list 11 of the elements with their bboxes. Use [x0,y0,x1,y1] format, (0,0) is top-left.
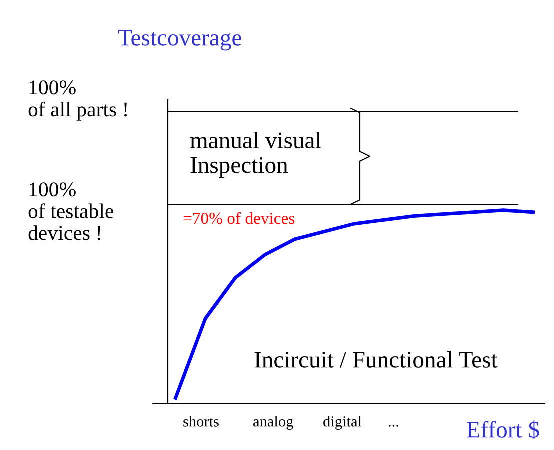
x-axis-title: Effort $ [467,420,540,440]
text: manual visual Inspection [190,132,322,178]
text: ... [389,425,398,427]
ref-line-label: 100% of all parts ! [28,80,127,121]
text: analog [254,416,294,430]
text: digital [324,416,362,430]
annotation: Incircuit / Functional Test [254,351,498,368]
annotation: =70% of devices [184,212,295,224]
ref-line-label: 100% of testable devices ! [28,182,114,240]
text: shorts [184,416,219,427]
chart-title: Testcoverage [118,30,242,51]
